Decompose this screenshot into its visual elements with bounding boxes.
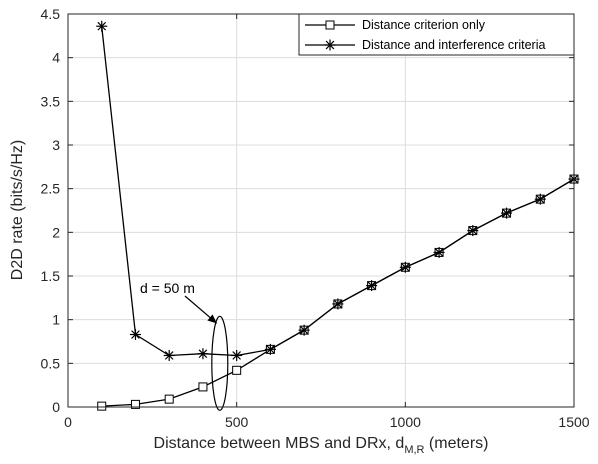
data-point-asterisk — [433, 246, 445, 258]
annotation-label: d = 50 m — [140, 280, 195, 296]
data-point-asterisk — [399, 261, 411, 273]
annotation-ellipse — [211, 315, 229, 411]
data-point-asterisk — [129, 329, 141, 341]
data-point-asterisk — [366, 280, 378, 292]
data-point-asterisk — [231, 349, 243, 361]
y-tick-label: 2.5 — [41, 181, 61, 197]
y-axis-title: D2D rate (bits/s/Hz) — [9, 140, 26, 280]
data-point-square — [97, 401, 107, 411]
y-tick-label: 0.5 — [41, 355, 61, 371]
data-point-asterisk — [298, 324, 310, 336]
legend-asterisk-shape — [324, 39, 336, 51]
annotation: d = 50 m — [140, 280, 229, 411]
y-tick-label: 3 — [52, 137, 60, 153]
data-point-asterisk — [467, 225, 479, 237]
series-2 — [96, 20, 580, 361]
y-tick-label: 0 — [52, 399, 60, 415]
ticks: 0 500 1000 1500 0 0.5 1 1.5 2 2.5 3 3.5 4 4.5 — [41, 6, 590, 430]
legend-box — [298, 13, 575, 56]
data-point-asterisk — [501, 207, 513, 219]
data-point-square — [164, 394, 174, 404]
y-tick-label: 4 — [52, 50, 60, 66]
x-tick-label: 1500 — [558, 414, 589, 430]
series-layer — [96, 20, 580, 411]
legend-marker-asterisk — [324, 39, 336, 51]
data-point-asterisk — [197, 348, 209, 360]
x-tick-label: 0 — [64, 414, 72, 430]
x-tick-label: 1000 — [390, 414, 421, 430]
x-axis-title-subscript: M,R — [404, 444, 424, 456]
data-point-asterisk — [264, 343, 276, 355]
data-point-square — [198, 382, 208, 392]
data-point-asterisk — [534, 193, 546, 205]
legend-label-2: Distance and interference criteria — [362, 38, 545, 52]
y-tick-label: 4.5 — [41, 6, 61, 22]
grid — [68, 14, 574, 407]
data-point-square — [130, 399, 140, 409]
legend-label-1: Distance criterion only — [362, 18, 486, 32]
data-point-asterisk — [332, 298, 344, 310]
legend-marker-square — [325, 20, 335, 30]
y-tick-label: 3.5 — [41, 93, 61, 109]
x-axis-title-main: Distance between MBS and DRx, d — [154, 435, 405, 452]
y-tick-label: 1 — [52, 312, 60, 328]
x-axis-title-suffix: (meters) — [424, 435, 488, 452]
data-point-asterisk — [96, 20, 108, 32]
legend: Distance criterion only Distance and int… — [298, 13, 575, 56]
data-point-square — [232, 365, 242, 375]
data-point-asterisk — [163, 349, 175, 361]
y-tick-label: 2 — [52, 224, 60, 240]
y-tick-label: 1.5 — [41, 268, 61, 284]
x-axis-title: Distance between MBS and DRx, dM,R (mete… — [154, 435, 489, 456]
annotation-arrow-head — [207, 314, 217, 324]
x-tick-label: 500 — [225, 414, 249, 430]
